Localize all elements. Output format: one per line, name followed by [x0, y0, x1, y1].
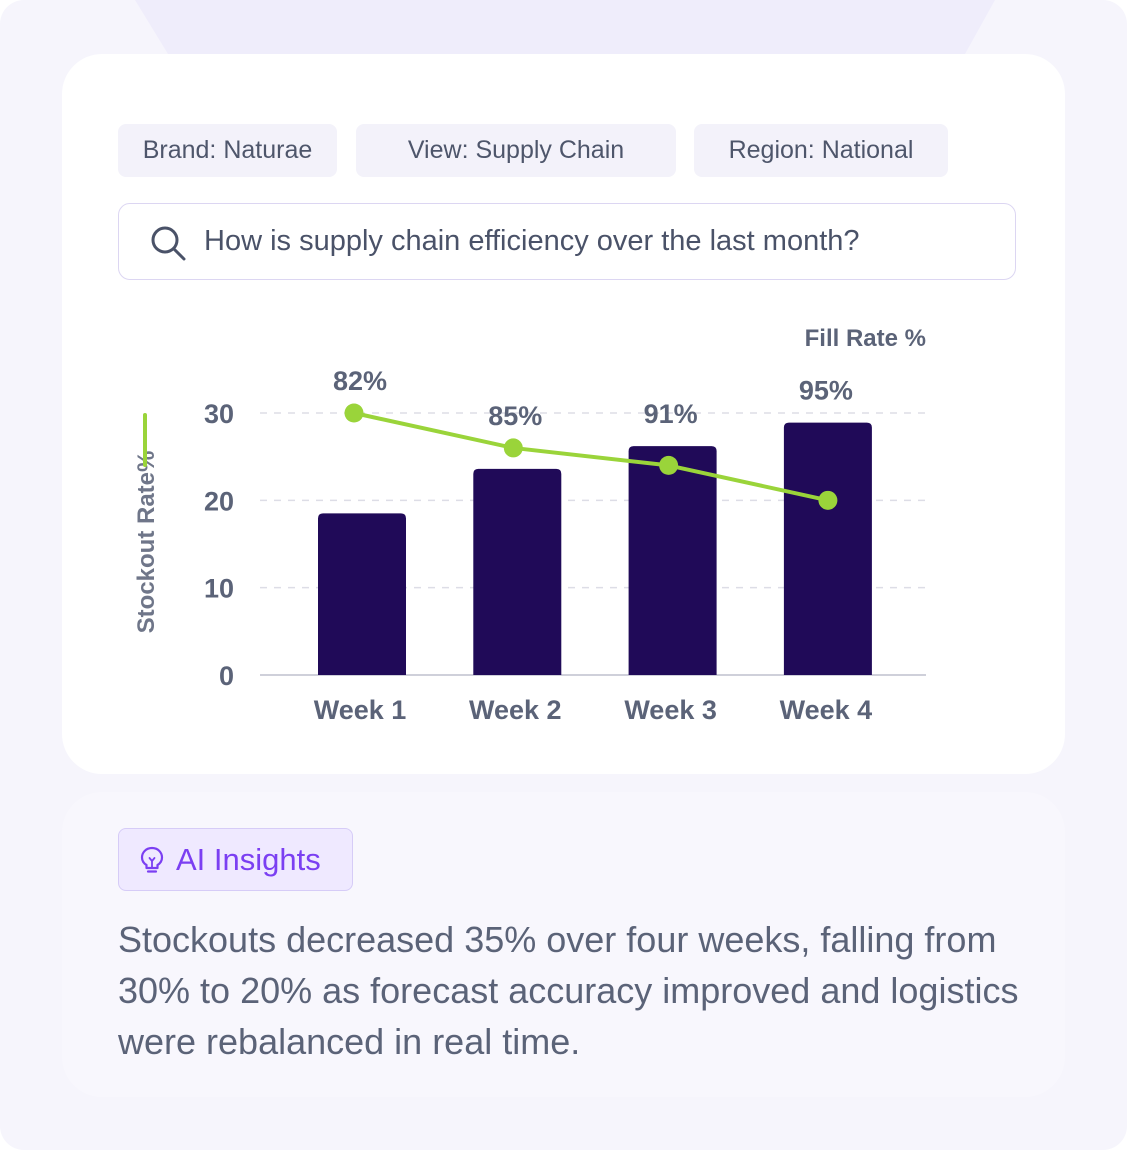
y-axis-title: Stockout Rate% — [133, 451, 160, 634]
bar-3 — [628, 446, 717, 675]
bar-data-label: 95% — [799, 376, 853, 406]
chart: 0 10 20 30 Stockout Rate% Fill Rate % Week 1 We… — [133, 325, 926, 725]
filter-chip-view-label: View: Supply Chain — [407, 136, 625, 164]
x-tick-label: Week 3 — [624, 695, 717, 725]
bar-data-label: 85% — [488, 401, 542, 431]
x-tick-label: Week 1 — [314, 695, 407, 725]
bar-4 — [783, 422, 872, 675]
stockout-point-3 — [659, 455, 679, 475]
fill-rate-legend-label: Fill Rate % — [805, 325, 926, 352]
filter-chip-region-label: Region: National — [728, 136, 914, 164]
bar-1 — [318, 513, 406, 675]
filter-chip-view[interactable]: View: Supply Chain — [356, 124, 676, 177]
x-tick-label: Week 4 — [780, 695, 873, 725]
search-query: How is supply chain efficiency over the … — [204, 225, 860, 257]
stockout-point-2 — [503, 438, 523, 458]
y-tick-label: 30 — [204, 399, 234, 429]
search-input[interactable]: How is supply chain efficiency over the … — [118, 203, 1016, 280]
bar-2 — [473, 468, 562, 675]
ai-insights-label: AI Insights — [176, 842, 321, 877]
insight-text: Stockouts decreased 35% over four weeks,… — [118, 919, 1019, 1062]
y-tick-label: 0 — [219, 661, 234, 691]
bar-data-label: 91% — [644, 399, 698, 429]
stockout-point-1 — [344, 403, 364, 423]
lightbulb-icon — [140, 846, 164, 873]
background-decoration — [135, 0, 995, 54]
y-tick-label: 10 — [204, 574, 234, 604]
filter-chip-brand[interactable]: Brand: Naturae — [118, 124, 337, 177]
filter-chip-brand-label: Brand: Naturae — [142, 136, 313, 164]
y-tick-label: 20 — [204, 486, 234, 516]
ai-insights-badge[interactable]: AI Insights — [118, 828, 353, 891]
search-icon — [151, 226, 186, 261]
stockout-rate-line — [353, 411, 829, 503]
filter-chip-region[interactable]: Region: National — [694, 124, 948, 177]
stockout-point-4 — [818, 490, 838, 510]
bar-data-label: 82% — [333, 366, 387, 396]
x-tick-label: Week 2 — [469, 695, 562, 725]
